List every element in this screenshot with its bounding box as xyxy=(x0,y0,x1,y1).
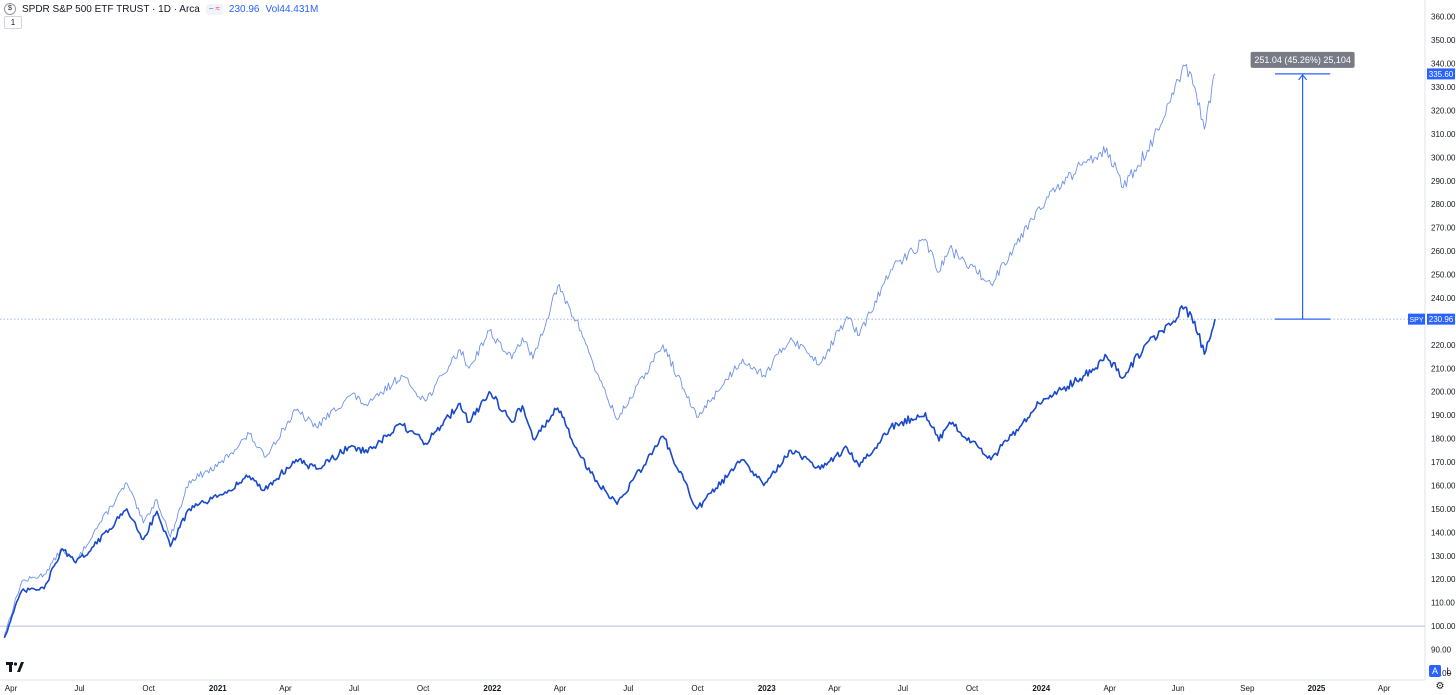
x-tick-label: Oct xyxy=(142,684,155,693)
y-tick-label: 100.00 xyxy=(1431,622,1456,631)
x-tick-label: Apr xyxy=(5,684,18,693)
x-tick-label: Sep xyxy=(1240,684,1255,693)
x-tick-label: 2021 xyxy=(209,684,227,693)
volume-readout: Vol44.431M xyxy=(265,3,319,15)
x-tick-label: 2023 xyxy=(758,684,776,693)
y-tick-label: 120.00 xyxy=(1431,575,1456,584)
symbol-title[interactable]: SPDR S&P 500 ETF TRUST · 1D · Arca xyxy=(22,3,200,15)
x-tick-label: Apr xyxy=(828,684,841,693)
x-tick-label: 2025 xyxy=(1308,684,1326,693)
series-line-spy xyxy=(3,305,1216,639)
y-tick-label: 130.00 xyxy=(1431,552,1456,561)
x-tick-label: Apr xyxy=(279,684,292,693)
x-tick-label: Jul xyxy=(349,684,359,693)
minus-icon[interactable]: − xyxy=(208,4,214,13)
y-tick-label: 220.00 xyxy=(1431,341,1456,350)
y-tick-label: 250.00 xyxy=(1431,271,1456,280)
y-tick-label: 190.00 xyxy=(1431,411,1456,420)
dollar-icon[interactable]: $ xyxy=(4,3,16,15)
y-tick-label: 140.00 xyxy=(1431,528,1456,537)
y-tick-label: 260.00 xyxy=(1431,247,1456,256)
y-tick-label: 330.00 xyxy=(1431,83,1456,92)
y-tick-label: 170.00 xyxy=(1431,458,1456,467)
y-tick-label: 340.00 xyxy=(1431,60,1456,69)
chart-header: $ SPDR S&P 500 ETF TRUST · 1D · Arca − ≈… xyxy=(4,2,318,16)
y-tick-label: 280.00 xyxy=(1431,200,1456,209)
y-tick-label: 310.00 xyxy=(1431,130,1456,139)
x-tick-label: Jul xyxy=(898,684,908,693)
series-line-comparison xyxy=(3,64,1216,636)
x-tick-label: Apr xyxy=(1103,684,1116,693)
price-label: 230.96 xyxy=(1429,315,1454,324)
x-tick-label: Oct xyxy=(417,684,430,693)
series-tag: SPY xyxy=(1409,317,1423,324)
y-tick-label: 80.00 xyxy=(1431,669,1452,678)
tradingview-logo-icon[interactable] xyxy=(6,661,24,673)
x-tick-label: Jun xyxy=(1172,684,1185,693)
auto-scale-button[interactable]: A xyxy=(1429,665,1441,677)
measure-arrow-head xyxy=(1298,73,1308,81)
y-tick-label: 320.00 xyxy=(1431,106,1456,115)
x-tick-label: 2022 xyxy=(483,684,501,693)
interval-badge[interactable]: 1 xyxy=(4,16,22,29)
x-tick-label: Apr xyxy=(554,684,567,693)
last-price: 230.96 xyxy=(228,3,260,15)
measure-price-label: 335.60 xyxy=(1429,70,1454,79)
x-tick-label: Jul xyxy=(74,684,84,693)
x-tick-label: Jul xyxy=(623,684,633,693)
gear-icon[interactable]: ⚙ xyxy=(1435,681,1445,692)
y-tick-label: 180.00 xyxy=(1431,435,1456,444)
y-tick-label: 90.00 xyxy=(1431,646,1452,655)
y-tick-label: 160.00 xyxy=(1431,481,1456,490)
compare-icon[interactable]: ≈ xyxy=(215,4,220,13)
x-tick-label: Apr xyxy=(1378,684,1391,693)
y-tick-label: 350.00 xyxy=(1431,36,1456,45)
measure-label-box xyxy=(1250,51,1355,68)
y-tick-label: 300.00 xyxy=(1431,153,1456,162)
measure-label: 251.04 (45.26%) 25,104 xyxy=(1254,55,1351,65)
y-tick-label: 110.00 xyxy=(1431,599,1455,608)
y-tick-label: 360.00 xyxy=(1431,13,1456,22)
log-scale-button[interactable]: L xyxy=(1446,666,1452,676)
y-tick-label: 150.00 xyxy=(1431,505,1456,514)
y-tick-label: 210.00 xyxy=(1431,364,1456,373)
x-tick-label: 2024 xyxy=(1032,684,1050,693)
y-tick-label: 270.00 xyxy=(1431,224,1456,233)
series-tag-box xyxy=(1408,313,1425,325)
y-tick-label: 240.00 xyxy=(1431,294,1456,303)
x-tick-label: Oct xyxy=(691,684,704,693)
y-tick-label: 200.00 xyxy=(1431,388,1456,397)
x-tick-label: Oct xyxy=(966,684,979,693)
series-controls: − ≈ xyxy=(205,3,223,15)
measure-price-box xyxy=(1427,68,1455,80)
y-tick-label: 290.00 xyxy=(1431,177,1456,186)
price-label-box xyxy=(1427,313,1455,325)
